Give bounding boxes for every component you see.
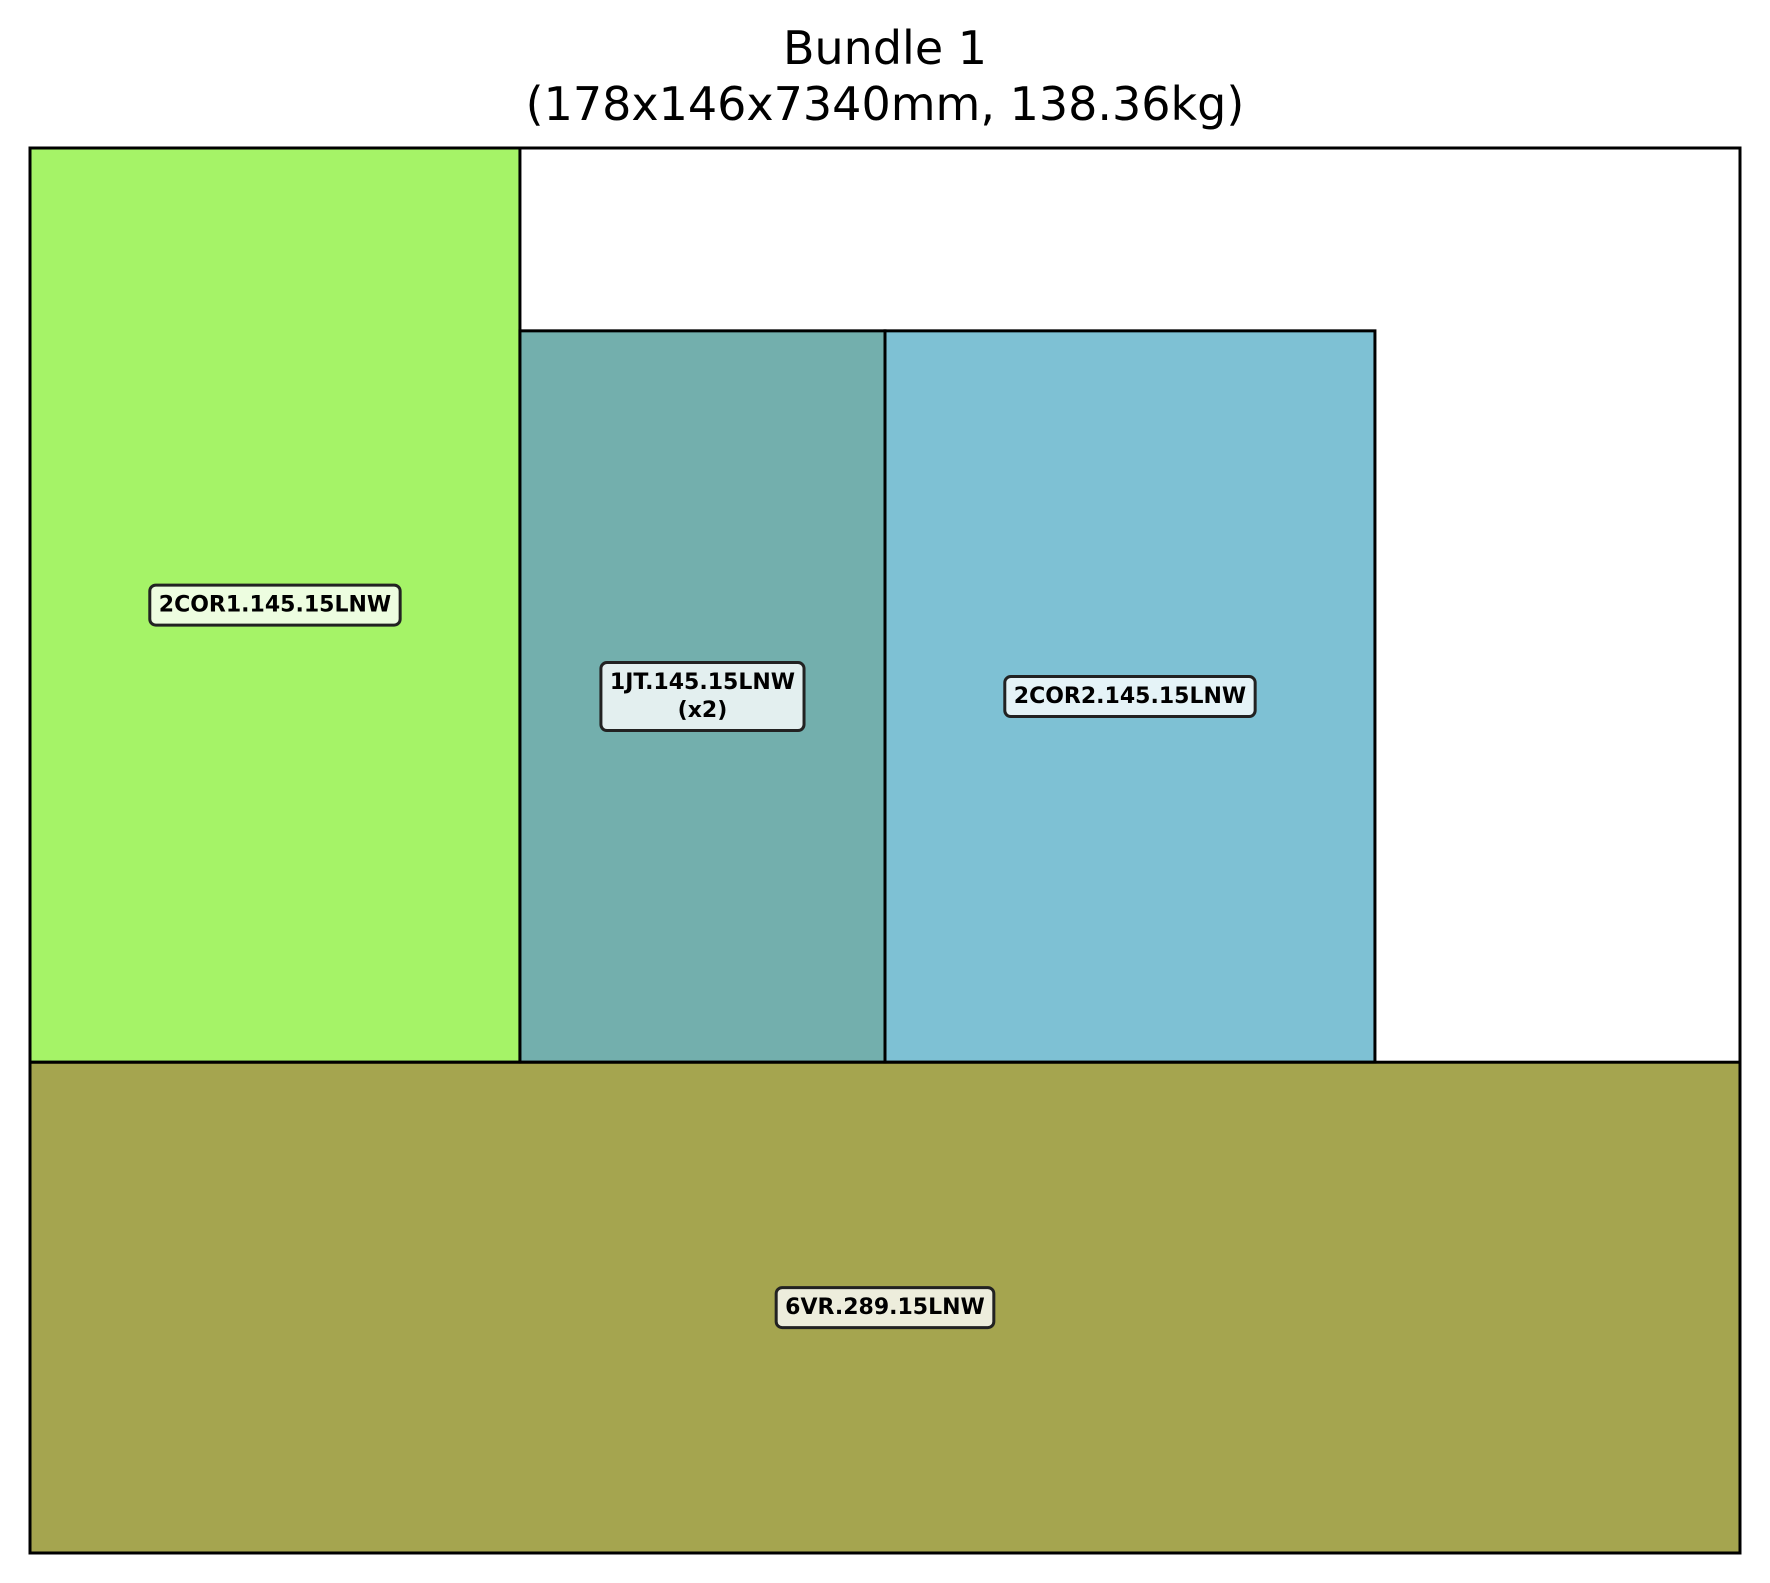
piece-label-box (148, 583, 402, 627)
piece-6VR.289.15LNW: 6VR.289.15LNW (28, 1060, 1742, 1555)
pieces-layer: 2COR1.145.15LNW 1JT.145.15LNW (x2) 2COR2.14… (28, 146, 1742, 1555)
piece-2COR1.145.15LNW: 2COR1.145.15LNW (28, 146, 522, 1064)
piece-label-box (774, 1286, 996, 1330)
piece-label: 2COR1.145.15LNW (159, 593, 391, 618)
piece-label: 2COR2.145.15LNW (1014, 684, 1246, 709)
title-line-1: Bundle 1 (782, 21, 988, 75)
piece-count: (x2) (678, 698, 728, 723)
title-line-2: (178x146x7340mm, 138.36kg) (525, 77, 1245, 131)
piece-2COR2.145.15LNW: 2COR2.145.15LNW (883, 329, 1377, 1064)
piece-label: 1JT.145.15LNW (610, 670, 795, 695)
bundle-outline (28, 146, 1742, 1555)
piece-rect (883, 329, 1377, 1064)
piece-1JT.145.15LNW: 1JT.145.15LNW (x2) (518, 329, 887, 1064)
piece-label-box (1003, 675, 1257, 719)
diagram-title: Bundle 1 (178x146x7340mm, 138.36kg) (0, 20, 1770, 132)
piece-label-box (599, 661, 806, 733)
piece-label: 6VR.289.15LNW (785, 1295, 985, 1320)
